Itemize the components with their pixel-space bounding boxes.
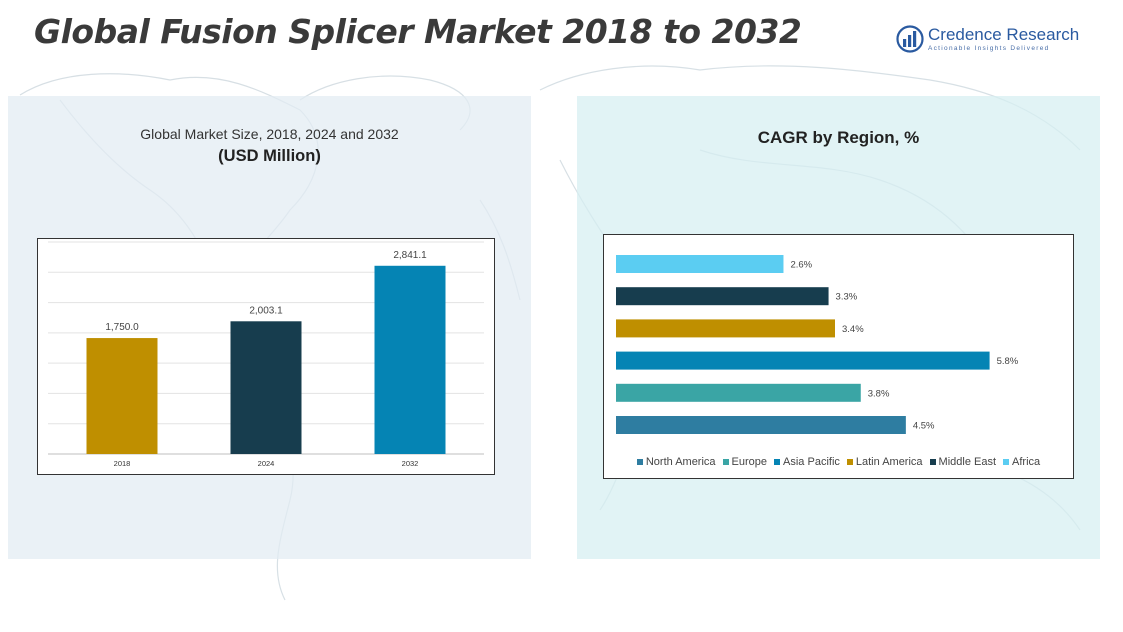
hbar-value-label: 4.5% [913, 421, 935, 432]
chart-subtitle: Global Market Size, 2018, 2024 and 2032 [140, 126, 399, 142]
credence-logo: Credence Research Actionable Insights De… [896, 24, 1096, 58]
bar-2032 [374, 265, 446, 454]
cagr-bar-chart: 2.6% 3.3% 3.4% 5.8% 3.8% 4.5% North America Eu… [603, 234, 1074, 479]
legend-label: Middle East [938, 456, 997, 468]
legend-label: Africa [1012, 456, 1041, 468]
page-title: Global Fusion Splicer Market 2018 to 203… [34, 12, 802, 51]
legend-swatch [722, 459, 729, 465]
logo-name: Credence Research [928, 25, 1080, 44]
hbar-north-america [616, 416, 906, 434]
hbar-value-label: 2.6% [790, 260, 812, 271]
legend-label: Latin America [855, 456, 923, 468]
bar-chart-logo-icon [896, 25, 924, 53]
bar-value-label: 2,841.1 [393, 250, 427, 261]
bar-value-label: 2,003.1 [249, 305, 283, 316]
hbar-asia-pacific [616, 351, 990, 370]
hbar-latin-america [616, 319, 835, 338]
hbar-value-label: 3.3% [836, 292, 858, 303]
bar-2018 [86, 338, 158, 454]
cagr-legend: North America Europe Asia Pacific Latin Ame… [604, 456, 1073, 468]
logo-tagline: Actionable Insights Delivered [928, 45, 1050, 52]
cagr-bar-svg: 2.6% 3.3% 3.4% 5.8% 3.8% 4.5% [616, 255, 1019, 434]
bar-2024 [230, 321, 302, 454]
bar-value-label: 1,750.0 [105, 322, 139, 333]
x-tick-label: 2032 [402, 459, 419, 468]
legend-swatch [929, 459, 936, 465]
legend-item: Africa [1003, 456, 1040, 468]
hbar-value-label: 3.8% [868, 388, 890, 399]
legend-item: Middle East [929, 456, 997, 468]
hbar-middle-east [616, 287, 829, 306]
legend-item: Europe [722, 456, 768, 468]
hbar-value-label: 5.8% [997, 356, 1019, 367]
hbar-africa [616, 255, 784, 273]
legend-label: Europe [731, 456, 768, 468]
market-size-bar-svg: 1,750.0 2018 2,003.1 2024 2,841.1 2032 [48, 241, 484, 468]
x-tick-label: 2018 [114, 459, 131, 468]
hbar-europe [616, 383, 861, 402]
legend-label: Asia Pacific [783, 456, 840, 468]
hbar-value-label: 3.4% [842, 324, 864, 335]
legend-swatch [1003, 459, 1010, 465]
cagr-chart-title: CAGR by Region, % [757, 128, 920, 147]
legend-label: North America [645, 456, 716, 468]
legend-item: North America [636, 456, 716, 468]
legend-item: Latin America [846, 456, 923, 468]
legend-swatch [774, 459, 781, 465]
market-size-bar-chart: 1,750.0 2018 2,003.1 2024 2,841.1 2032 [37, 238, 495, 475]
legend-swatch [636, 459, 643, 465]
x-tick-label: 2024 [258, 459, 275, 468]
legend-item: Asia Pacific [774, 456, 840, 468]
chart-unit: (USD Million) [218, 147, 321, 165]
legend-swatch [846, 459, 853, 465]
